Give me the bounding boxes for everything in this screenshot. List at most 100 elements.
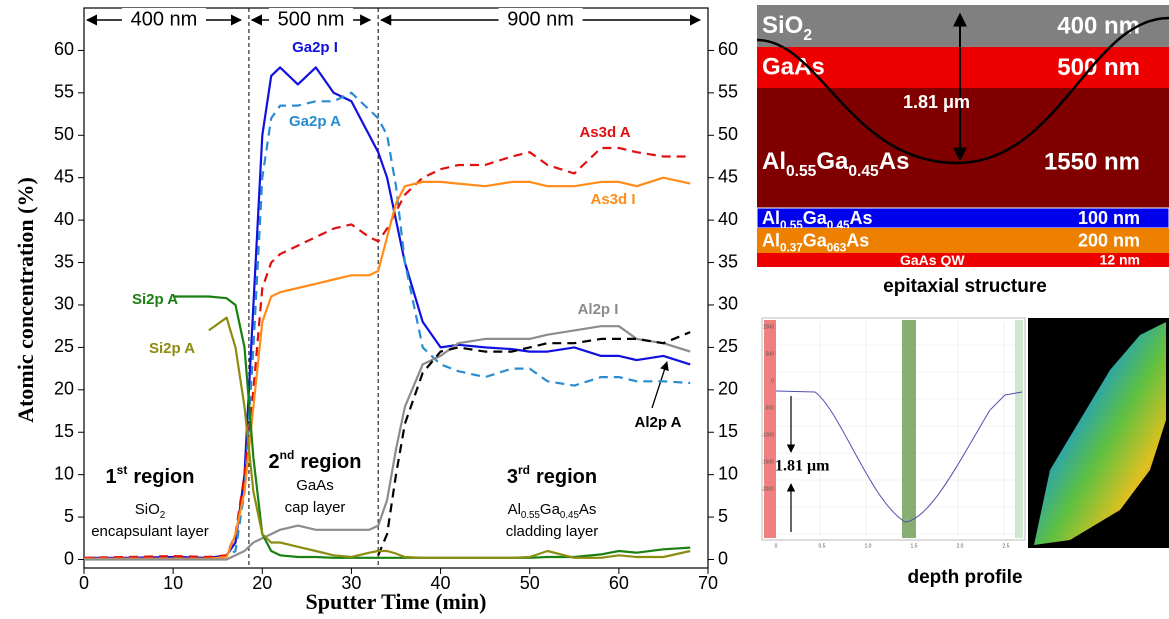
series-label: As3d I [590, 191, 635, 208]
label-backdrop [121, 8, 206, 32]
layer [757, 228, 1169, 253]
text-part: As [579, 501, 597, 518]
y-tick-label: 40 [54, 209, 74, 229]
series-label: Ga2p I [292, 39, 338, 56]
label-backdrop [269, 8, 354, 32]
text-part: Ga [540, 501, 561, 518]
region-suffix: st [117, 463, 128, 477]
region-layer: Al0.55Ga0.45As [508, 501, 597, 521]
y2-tick-label: 30 [718, 294, 738, 314]
series-line [208, 316, 691, 559]
y-tick-label: 25 [54, 336, 74, 356]
y2-tick-label: 50 [718, 124, 738, 144]
y2-tick-label: 5 [718, 506, 728, 526]
text-part: Ga [803, 208, 828, 228]
series-line [377, 331, 691, 556]
layer-thickness: 1550 nm [1044, 148, 1140, 175]
region-layer: SiO2 [135, 501, 165, 521]
region-ordinal: 3 [507, 466, 518, 488]
profile-y-tick-label: -500 [764, 405, 774, 411]
region-suffix: rd [518, 463, 530, 477]
x-axis-label: Sputter Time (min) [306, 589, 487, 614]
profile-y-tick-label: -2000 [761, 486, 774, 492]
y2-tick-label: 20 [718, 379, 738, 399]
layer-thickness: 12 nm [1100, 252, 1140, 268]
y-tick-label: 50 [54, 124, 74, 144]
text-part: 2 [160, 510, 165, 521]
text-part: Ga [816, 148, 849, 175]
region-desc: encapsulant layer [91, 523, 209, 540]
profile-x-tick-label: 0 [775, 543, 778, 549]
series-label: Al2p A [635, 414, 682, 431]
surface-image [1034, 322, 1166, 545]
region-word: region [133, 466, 194, 488]
y-tick-label: 0 [64, 548, 74, 568]
y-tick-label: 30 [54, 294, 74, 314]
region-title: 3rd region [507, 463, 597, 488]
text-part: 0.55 [786, 163, 817, 180]
y-tick-label: 35 [54, 251, 74, 271]
text-part: 0.45 [848, 163, 879, 180]
series-label: Si2p A [149, 340, 195, 357]
profile-marker [764, 320, 776, 538]
layer-name: SiO2 [762, 12, 812, 43]
text-part: 0.55 [521, 510, 541, 521]
x-tick-label: 60 [609, 573, 629, 593]
profile-x-tick-label: 2.5 [1003, 543, 1010, 549]
y-tick-label: 45 [54, 166, 74, 186]
text-part: 0.37 [780, 241, 803, 254]
profile-marker [902, 320, 916, 538]
thickness-label: 500 nm [278, 8, 345, 30]
y2-tick-label: 15 [718, 421, 738, 441]
region-suffix: nd [280, 448, 295, 462]
series-line [83, 146, 691, 559]
y-tick-label: 10 [54, 463, 74, 483]
layer-name: GaAs [762, 54, 825, 81]
x-tick-label: 50 [520, 573, 540, 593]
region-desc: cap layer [285, 499, 346, 516]
x-tick-label: 0 [79, 573, 89, 593]
x-tick-label: 70 [698, 573, 718, 593]
depth-label: 1.81 μm [903, 92, 970, 112]
x-tick-label: 10 [163, 573, 183, 593]
y2-tick-label: 40 [718, 209, 738, 229]
layer-name: GaAs QW [900, 252, 965, 268]
region-title: 1st region [106, 463, 195, 488]
text-part: 063 [827, 241, 847, 254]
region-desc: cladding layer [506, 523, 599, 540]
text-part: Al [762, 230, 780, 250]
y2-tick-label: 60 [718, 39, 738, 59]
profile-x-tick-label: 2.0 [957, 543, 964, 549]
annotation-arrow [651, 361, 669, 409]
text-part: Al [762, 208, 780, 228]
y2-tick-label: 35 [718, 251, 738, 271]
y-tick-label: 60 [54, 39, 74, 59]
y2-tick-label: 45 [718, 166, 738, 186]
profile-y-tick-label: -1500 [761, 459, 774, 465]
profile-y-tick-label: 0 [771, 378, 774, 384]
thickness-label: 900 nm [507, 8, 574, 30]
label-backdrop [498, 8, 583, 32]
series-label: Si2p A [132, 291, 178, 308]
text-part: GaAs [762, 54, 825, 81]
y2-tick-label: 10 [718, 463, 738, 483]
region-layer: GaAs [296, 477, 334, 494]
y-tick-label: 55 [54, 82, 74, 102]
series-label: Al2p I [578, 301, 619, 318]
caption: depth profile [907, 567, 1022, 588]
text-part: 0.45 [560, 510, 580, 521]
region-ordinal: 1 [106, 466, 117, 488]
x-tick-label: 40 [431, 573, 451, 593]
y-tick-label: 15 [54, 421, 74, 441]
region-word: region [536, 466, 597, 488]
series-label: As3d A [579, 124, 630, 141]
layer [757, 253, 1169, 267]
text-part: GaAs QW [900, 252, 965, 268]
layer-name: Al0.55Ga0.45As [762, 148, 909, 179]
text-part: As [850, 208, 873, 228]
text-part: As [846, 230, 869, 250]
layer-thickness: 400 nm [1057, 12, 1140, 39]
profile-y-tick-label: 1000 [763, 324, 774, 330]
